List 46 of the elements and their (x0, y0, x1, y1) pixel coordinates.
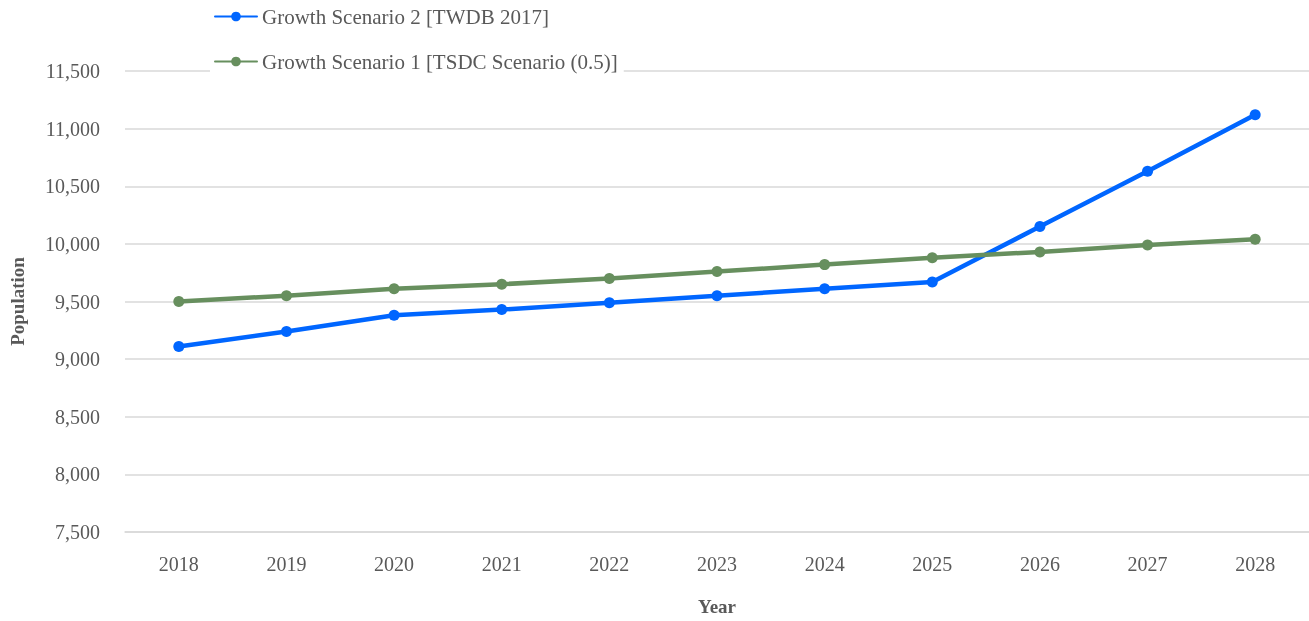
point (603, 272, 615, 284)
point (1142, 165, 1154, 177)
point (711, 290, 723, 302)
point (603, 297, 615, 309)
y-tick-label: 9,500 (55, 290, 100, 313)
y-tick-label: 8,500 (55, 405, 100, 428)
x-tick-label: 2024 (804, 553, 845, 575)
point (496, 278, 508, 290)
point (1249, 109, 1261, 121)
point (1249, 233, 1261, 245)
y-tick-label: 8,000 (55, 463, 100, 486)
x-tick-label: 2018 (158, 553, 199, 575)
point (280, 290, 292, 302)
x-axis-title: Year (698, 596, 737, 617)
point (1034, 221, 1046, 233)
point (280, 325, 292, 337)
x-tick-label: 2019 (266, 553, 307, 575)
point (819, 259, 831, 271)
point (926, 252, 938, 264)
x-tick-label: 2021 (481, 553, 522, 575)
x-tick-label: 2025 (912, 553, 953, 575)
x-tick-label: 2020 (374, 553, 415, 575)
legend-label: Growth Scenario 2 [TWDB 2017] (262, 4, 549, 29)
x-tick-label: 2027 (1127, 553, 1168, 575)
point (173, 340, 185, 352)
y-axis-title: Population (7, 256, 28, 346)
x-tick-label: 2026 (1019, 553, 1060, 575)
point (711, 266, 723, 278)
legend-label: Growth Scenario 1 [TSDC Scenario (0.5)] (262, 49, 618, 74)
point (819, 283, 831, 295)
y-tick-label: 10,000 (45, 232, 100, 255)
x-tick-label: 2023 (697, 553, 737, 575)
point (1034, 246, 1046, 258)
point (388, 283, 400, 295)
y-tick-label: 7,500 (55, 521, 100, 543)
point (926, 276, 938, 288)
x-tick-label: 2028 (1235, 553, 1276, 575)
point (388, 309, 400, 321)
point (496, 304, 508, 316)
y-tick-label: 9,000 (55, 348, 100, 371)
x-tick-label: 2022 (589, 553, 630, 575)
y-tick-label: 11,000 (45, 117, 100, 140)
y-tick-label: 11,500 (45, 60, 100, 82)
point (173, 296, 185, 307)
y-tick-label: 10,500 (45, 175, 100, 198)
point (1142, 239, 1154, 251)
